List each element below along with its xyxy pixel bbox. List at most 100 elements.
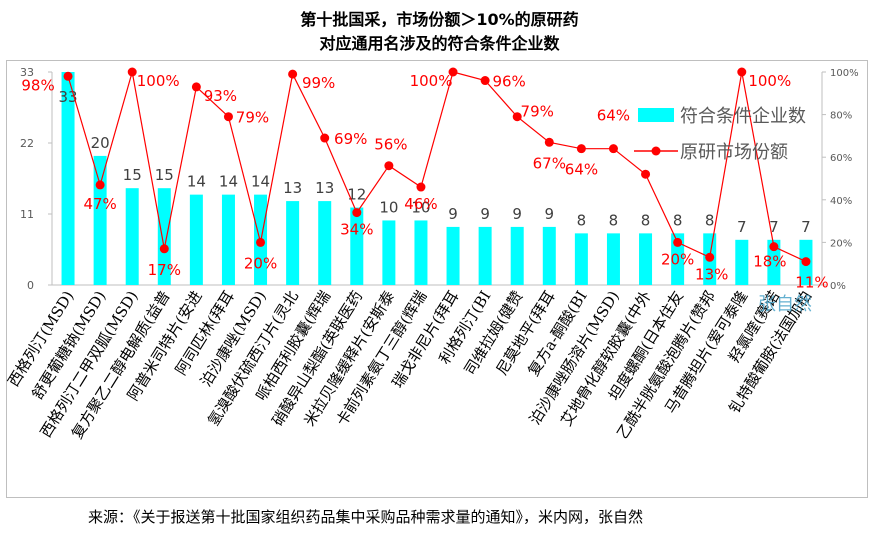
bar <box>478 226 492 285</box>
market-share-point <box>512 112 522 122</box>
bar <box>414 220 428 285</box>
line-value-label: 100% <box>137 72 180 90</box>
line-value-label: 34% <box>340 221 373 239</box>
line-value-label: 100% <box>410 72 453 90</box>
line-value-label: 17% <box>148 261 181 279</box>
market-share-point <box>288 69 298 79</box>
bar-value-label: 9 <box>448 205 458 223</box>
market-share-point <box>576 144 586 154</box>
market-share-point <box>737 67 747 77</box>
market-share-point <box>801 257 811 267</box>
market-share-point <box>191 82 201 92</box>
line-value-label: 98% <box>21 76 54 94</box>
bar <box>93 155 107 285</box>
legend-line-marker <box>651 146 661 156</box>
bar <box>574 233 588 285</box>
bar-value-label: 10 <box>411 198 430 216</box>
market-share-point <box>63 71 73 81</box>
bar <box>318 201 332 285</box>
bar-value-label: 8 <box>641 211 651 229</box>
line-value-label: 67% <box>533 154 566 172</box>
bar <box>510 226 524 285</box>
y-left-tick-label: 11 <box>20 208 34 221</box>
bar-value-label: 10 <box>379 198 398 216</box>
y-right-tick-label: 0% <box>830 281 846 292</box>
market-share-point <box>127 67 137 77</box>
bar-value-label: 7 <box>801 218 811 236</box>
market-share-point <box>320 133 330 143</box>
bar <box>382 220 396 285</box>
line-value-label: 96% <box>492 73 525 91</box>
bar-value-label: 14 <box>219 173 238 191</box>
bar-value-label: 14 <box>187 173 206 191</box>
watermark-text: 张自然 <box>758 294 812 315</box>
line-value-label: 100% <box>748 72 791 90</box>
market-share-point <box>352 208 362 218</box>
bar-value-label: 9 <box>480 205 490 223</box>
legend-bar-label: 符合条件企业数 <box>680 106 806 127</box>
y-left-tick-label: 0 <box>27 279 34 292</box>
line-value-label: 47% <box>83 195 116 213</box>
bar <box>189 194 203 285</box>
market-share-point <box>256 237 266 247</box>
market-share-point <box>641 169 651 179</box>
line-value-label: 20% <box>661 250 694 268</box>
chart-title-line2: 对应通用名涉及的符合条件企业数 <box>319 34 560 53</box>
bar <box>157 188 171 285</box>
bar <box>446 226 460 285</box>
y-right-tick-label: 40% <box>830 196 852 207</box>
market-share-point <box>608 144 618 154</box>
bar-value-label: 7 <box>769 218 779 236</box>
bar-value-label: 15 <box>155 166 174 184</box>
bar <box>767 239 781 285</box>
bar <box>671 233 685 285</box>
bar <box>221 194 235 285</box>
bar <box>735 239 749 285</box>
bar <box>286 201 300 285</box>
bar-value-label: 9 <box>512 205 522 223</box>
y-left-tick-label: 33 <box>20 66 34 79</box>
market-share-point <box>448 67 458 77</box>
bar-value-label: 13 <box>283 179 302 197</box>
market-share-point <box>384 161 394 171</box>
bar-value-label: 8 <box>577 211 587 229</box>
y-right-tick-label: 100% <box>830 68 859 79</box>
line-value-label: 13% <box>695 265 728 283</box>
legend-line-label: 原研市场份额 <box>680 142 788 163</box>
bar-value-label: 14 <box>251 173 270 191</box>
bar-value-label: 13 <box>315 179 334 197</box>
legend-bar-swatch <box>638 108 674 122</box>
line-value-label: 46% <box>404 195 437 213</box>
market-share-point <box>159 244 169 254</box>
bar-value-label: 12 <box>347 186 366 204</box>
chart-frame <box>6 60 868 498</box>
line-value-label: 64% <box>565 161 598 179</box>
market-share-point <box>673 237 683 247</box>
line-value-label: 56% <box>374 136 407 154</box>
line-value-label: 64% <box>597 107 630 125</box>
y-left-tick-label: 22 <box>20 137 34 150</box>
bar <box>125 188 139 285</box>
line-value-label: 93% <box>204 87 237 105</box>
bar <box>542 226 556 285</box>
y-right-tick-label: 80% <box>830 111 852 122</box>
bar-value-label: 20 <box>91 134 110 152</box>
market-share-point <box>416 182 426 192</box>
y-right-tick-label: 20% <box>830 238 852 249</box>
market-share-point <box>95 180 105 190</box>
bar <box>350 207 364 285</box>
line-value-label: 99% <box>302 74 335 92</box>
market-share-point <box>769 242 779 252</box>
line-value-label: 79% <box>521 103 554 121</box>
bar-value-label: 7 <box>737 218 747 236</box>
line-value-label: 11% <box>795 274 828 292</box>
chart-title-line1: 第十批国采，市场份额＞10%的原研药 <box>300 10 579 29</box>
bar-value-label: 9 <box>545 205 555 223</box>
bar-value-label: 8 <box>705 211 715 229</box>
market-share-point <box>480 76 490 86</box>
market-share-line <box>67 71 807 263</box>
market-share-point <box>223 112 233 122</box>
bar-value-label: 15 <box>123 166 142 184</box>
line-value-label: 69% <box>334 130 367 148</box>
